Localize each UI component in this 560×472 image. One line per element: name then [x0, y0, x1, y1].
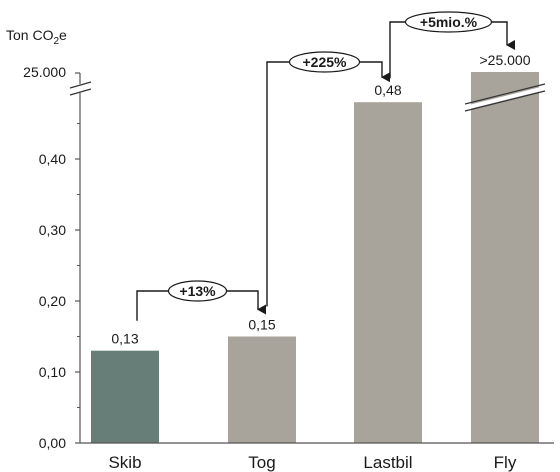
bar-skib [91, 350, 159, 443]
y-tick-label-break: 25.000 [23, 64, 66, 80]
bar-lastbil [354, 102, 422, 443]
y-tick-label-4: 0,40 [39, 151, 66, 167]
annotation-label-0: +13% [179, 283, 216, 299]
y-axis-break-mark-1 [69, 81, 92, 89]
y-tick-label-0: 0,00 [39, 435, 66, 451]
bars: 0,13 Skib 0,15 Tog 0,48 Lastbil >25.000 Fly [91, 52, 546, 472]
annotation-label-1: +225% [303, 54, 348, 70]
category-label-lastbil: Lastbil [363, 453, 412, 472]
y-tick-label-1: 0,10 [39, 364, 66, 380]
bar-tog [228, 336, 296, 443]
annotation-label-2: +5mio.% [420, 14, 478, 30]
data-label-skib: 0,13 [111, 331, 138, 347]
y-tick-label-2: 0,20 [39, 293, 66, 309]
y-axis-break-mark-2 [69, 88, 92, 96]
annotation-bubble-0 [167, 280, 228, 302]
data-label-tog: 0,15 [248, 317, 275, 333]
bar-fly [471, 72, 539, 443]
annotation-bubble-1 [288, 51, 361, 73]
category-label-fly: Fly [494, 453, 517, 472]
bar-break-mark-1 [464, 83, 546, 105]
bar-break-gap [464, 86, 546, 110]
data-label-fly: >25.000 [480, 52, 531, 68]
category-label-tog: Tog [248, 453, 275, 472]
y-tick-label-3: 0,30 [39, 222, 66, 238]
annotations: +13% +225% +5mio.% [136, 11, 515, 321]
annotation-bubble-2 [404, 11, 493, 33]
data-label-lastbil: 0,48 [374, 82, 401, 98]
unit-label: Ton CO2e [6, 27, 67, 47]
bar-break-mark-2 [464, 90, 546, 112]
y-ticks: 0,00 0,10 0,20 0,30 0,40 [39, 72, 80, 451]
category-label-skib: Skib [108, 453, 141, 472]
